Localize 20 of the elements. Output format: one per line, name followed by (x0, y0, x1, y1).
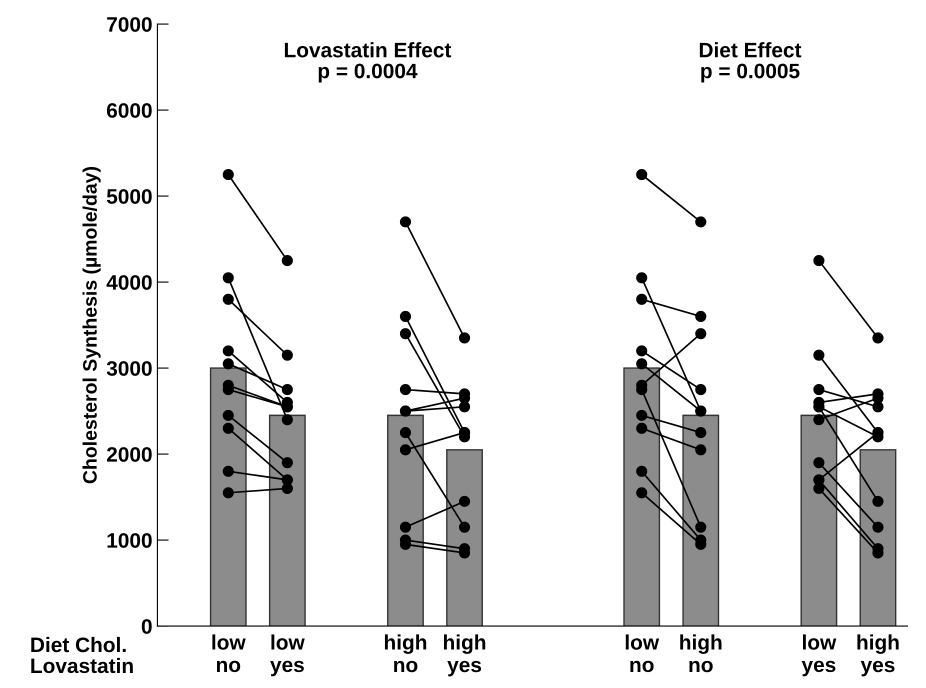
x-tick-label: high no (680, 634, 722, 672)
x-tick-label: high yes (444, 634, 486, 676)
y-tick-label: 0 (142, 619, 152, 634)
text: Diet Chol. Lovastatin (31, 636, 133, 674)
annotation: Lovastatin Effect p = 0.0004 (284, 42, 452, 82)
x-tick-label: low no (626, 634, 660, 672)
x-tick-label: high yes (857, 634, 899, 676)
y-tick-label: 1000 (108, 533, 152, 548)
y-axis-title: Cholesterol Synthesis (µmole/day) (82, 167, 101, 484)
y-tick-label: 5000 (106, 189, 152, 204)
x-tick-label: low yes (802, 634, 836, 676)
y-tick-label: 2000 (106, 447, 152, 462)
y-tick-label: 4000 (106, 275, 152, 290)
x-tick-label: low no (212, 634, 246, 672)
y-tick-label: 6000 (106, 103, 152, 118)
y-tick-label: 7000 (107, 17, 152, 32)
annotation: Diet Effect p = 0.0005 (700, 42, 802, 82)
x-tick-label: low yes (270, 634, 305, 676)
x-tick-label: high no (384, 634, 426, 672)
y-tick-label: 3000 (106, 361, 152, 376)
